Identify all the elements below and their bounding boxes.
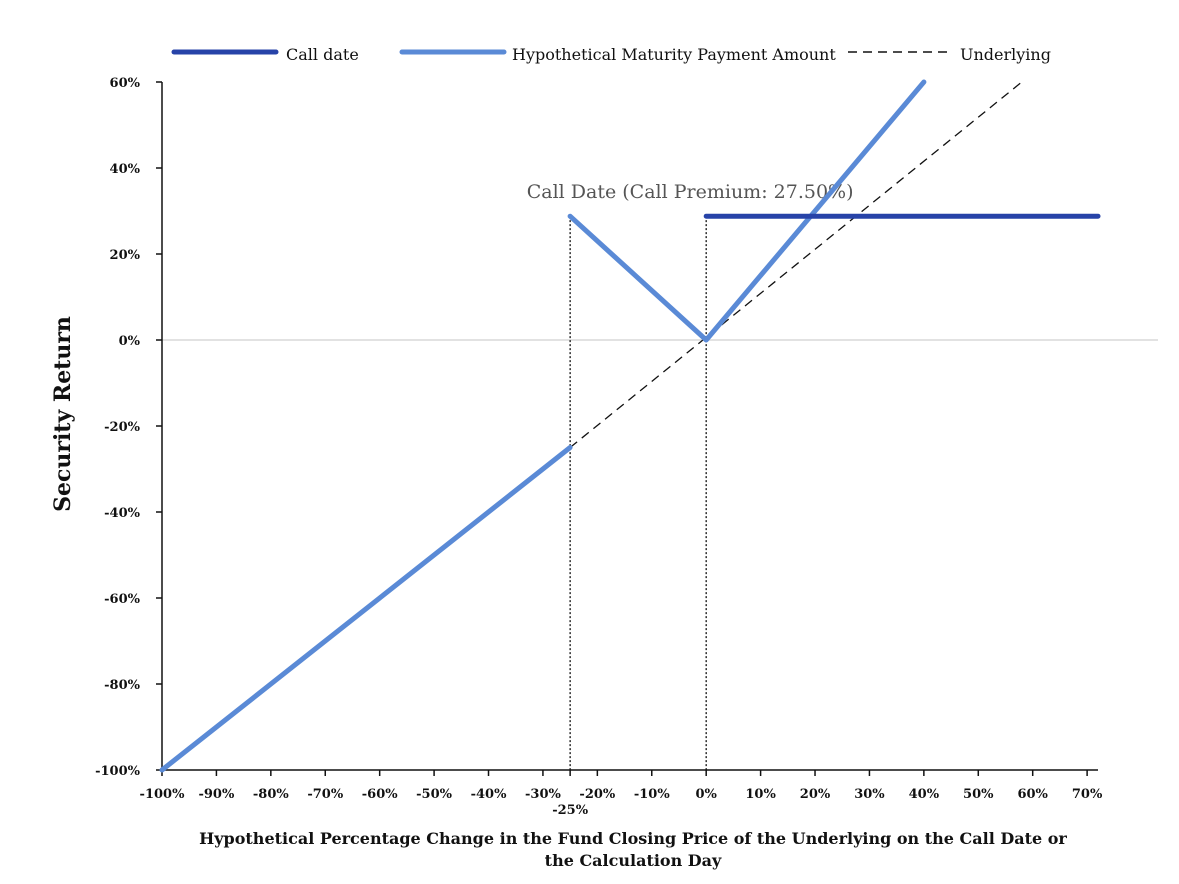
plot-area: -100% -80% -60% -40% -20% 0% 20% 40% 60% -100% -90… [95,76,1158,818]
y-axis-label: Security Return [50,316,76,512]
x-tick-label: 60% [1017,787,1048,802]
x-tick-label: -80% [253,787,289,802]
x-tick-label: -40% [471,787,507,802]
series-maturity-payment-segment-2 [567,79,927,343]
y-tick-label: -80% [104,678,140,693]
x-tick-label-extra: -25% [552,803,588,818]
y-tick-label: -100% [95,764,141,779]
legend-label-maturity-payment: Hypothetical Maturity Payment Amount [512,45,836,64]
x-axis-label-line-2: the Calculation Day [545,851,722,870]
x-tick-label: 0% [695,787,717,802]
x-axis-label-line-1: Hypothetical Percentage Change in the Fu… [199,829,1067,848]
legend-label-underlying: Underlying [960,45,1051,64]
x-tick-label: -60% [362,787,398,802]
legend: Call date Hypothetical Maturity Payment … [171,45,1051,64]
x-tick-label: -50% [416,787,452,802]
x-tick-label: 30% [854,787,885,802]
x-tick-label: -70% [307,787,343,802]
x-tick-label: 10% [745,787,776,802]
series-maturity-payment-segment-1 [159,445,573,773]
x-tick-label: 70% [1072,787,1103,802]
legend-label-call-date: Call date [286,45,359,64]
call-date-annotation: Call Date (Call Premium: 27.50%) [527,181,854,203]
x-tick-label: 40% [909,787,940,802]
x-tick-label: 20% [800,787,831,802]
y-tick-label: 20% [110,248,141,263]
x-tick-label: -90% [198,787,234,802]
y-tick-label: 0% [119,334,141,349]
x-tick-label: -100% [140,787,186,802]
y-tick-label: -40% [104,506,140,521]
x-tick-label: -30% [525,787,561,802]
y-tick-label: -60% [104,592,140,607]
x-tick-label: -10% [634,787,670,802]
y-tick-label: -20% [104,420,140,435]
y-tick-label: 40% [110,162,141,177]
y-tick-label: 60% [110,76,141,91]
x-tick-label: 50% [963,787,994,802]
x-tick-label: -20% [579,787,615,802]
series-underlying-line [569,81,1023,449]
